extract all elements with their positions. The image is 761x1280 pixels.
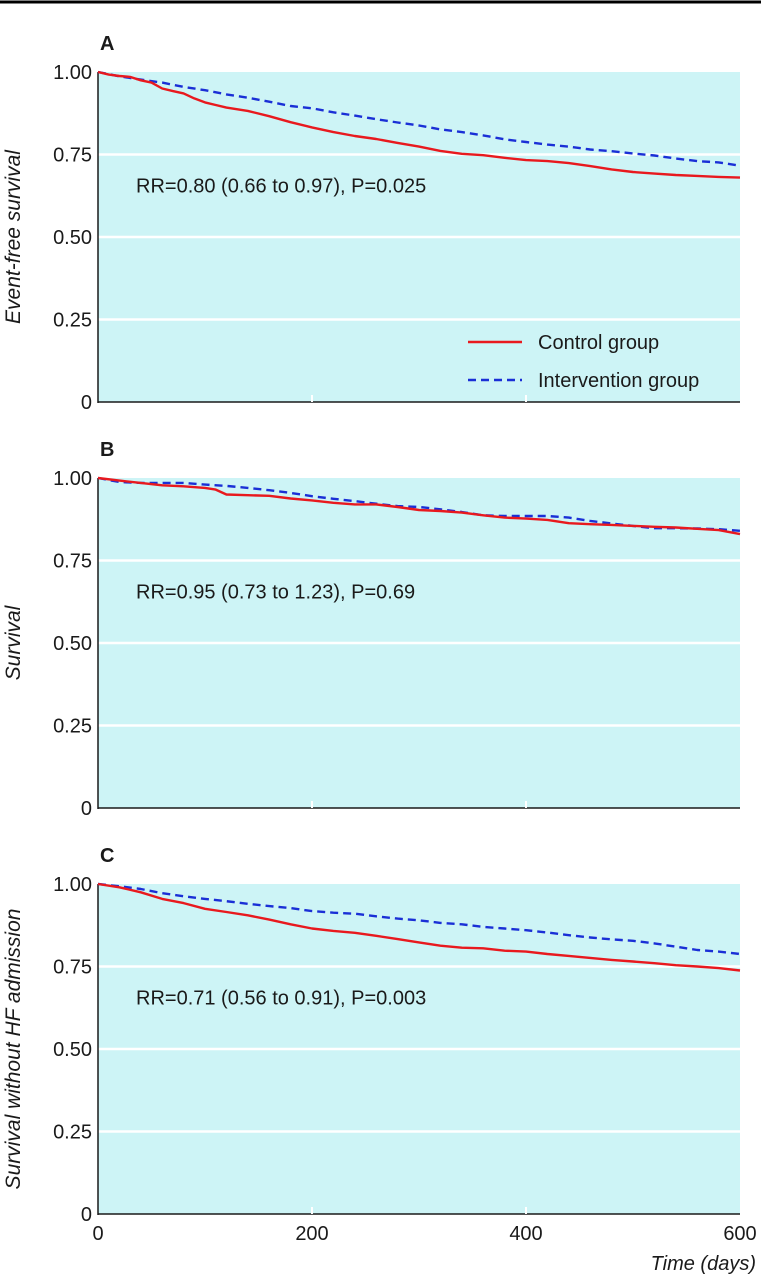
- control-group-line: [97, 70, 741, 179]
- panel-c: 0 0.25 0.50 0.75 1.00 0 200 400 600 C Survival wit…: [2, 845, 757, 1275]
- y-tick-label: 0.50: [53, 633, 92, 655]
- y-tick-label: 0.75: [53, 145, 92, 167]
- y-axis-label: Survival without HF admission: [2, 909, 25, 1190]
- panel-label: B: [100, 439, 114, 461]
- x-axis-label: Time (days): [651, 1253, 756, 1275]
- intervention-group-line: [97, 70, 741, 167]
- intervention-group-line: [97, 882, 741, 956]
- y-axis-label: Event-free survival: [2, 149, 25, 324]
- x-tick-label: 600: [723, 1223, 756, 1245]
- x-tick-label: 200: [295, 1223, 328, 1245]
- y-tick-label: 0.50: [53, 1039, 92, 1061]
- y-tick-label: 0.25: [53, 1122, 92, 1144]
- y-axis-label: Survival: [2, 604, 25, 680]
- y-tick-label: 0.25: [53, 310, 92, 332]
- panel-a: 0 0.25 0.50 0.75 1.00 A Event-free survival RR=…: [2, 33, 741, 414]
- y-tick-label: 0: [81, 798, 92, 820]
- y-tick-label: 0.25: [53, 716, 92, 738]
- legend-control-label: Control group: [538, 332, 659, 354]
- y-tick-label: 0: [81, 392, 92, 414]
- y-tick-label: 0.50: [53, 227, 92, 249]
- y-tick-label: 1.00: [53, 874, 92, 896]
- x-tick-label: 0: [92, 1223, 103, 1245]
- rr-annotation: RR=0.80 (0.66 to 0.97), P=0.025: [136, 175, 426, 197]
- rr-annotation: RR=0.95 (0.73 to 1.23), P=0.69: [136, 581, 415, 603]
- rr-annotation: RR=0.71 (0.56 to 0.91), P=0.003: [136, 987, 426, 1009]
- y-tick-label: 0.75: [53, 957, 92, 979]
- legend-intervention-label: Intervention group: [538, 370, 699, 392]
- control-group-line: [97, 882, 741, 972]
- panel-label: C: [100, 845, 114, 867]
- y-tick-label: 1.00: [53, 468, 92, 490]
- panel-label: A: [100, 33, 114, 55]
- control-group-line: [97, 476, 741, 536]
- panel-b: 0 0.25 0.50 0.75 1.00 B Survival RR=0.95 (0.73 …: [2, 439, 741, 820]
- y-tick-label: 0.75: [53, 551, 92, 573]
- y-tick-label: 1.00: [53, 62, 92, 84]
- legend: Control group Intervention group: [468, 332, 699, 392]
- y-tick-label: 0: [81, 1204, 92, 1226]
- x-tick-label: 400: [509, 1223, 542, 1245]
